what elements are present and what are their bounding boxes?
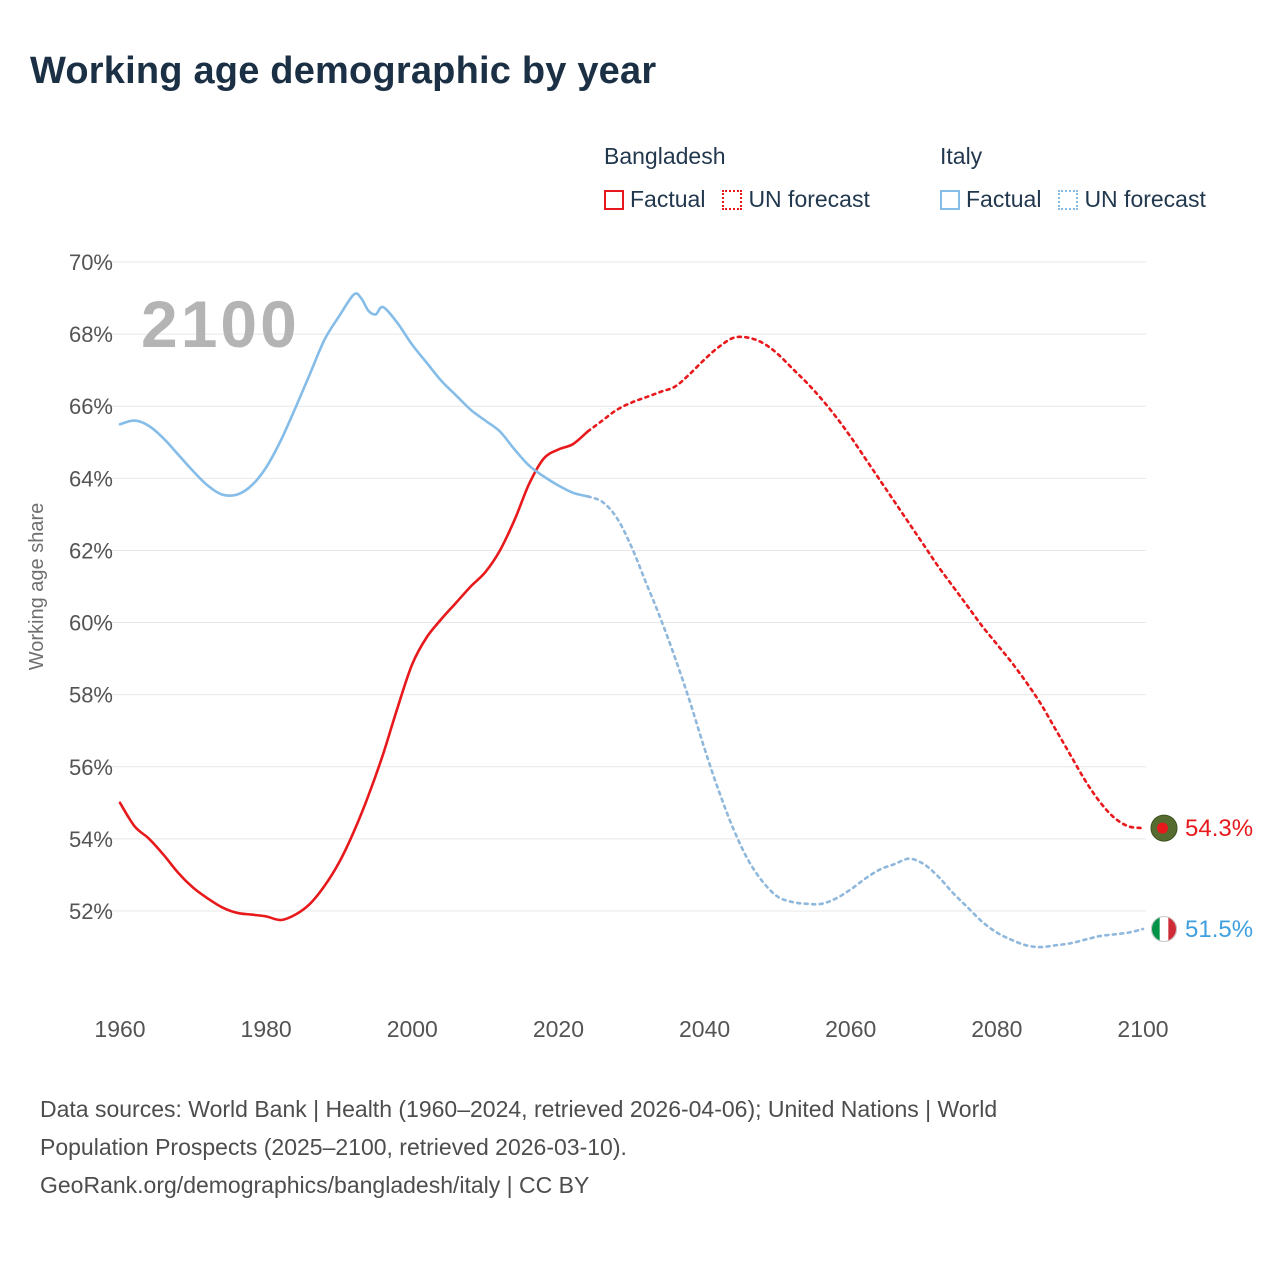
bangladesh-flag-icon xyxy=(1150,814,1178,842)
x-tick-label-1980: 1980 xyxy=(241,1016,292,1042)
series-line-italy-un-forecast xyxy=(586,495,1145,949)
series-line-bangladesh-factual xyxy=(118,430,589,922)
legend-item-italy-factual[interactable]: Factual xyxy=(940,186,1041,213)
legend-label-italy-forecast: UN forecast xyxy=(1084,186,1206,212)
legend-country-bangladesh: Bangladesh xyxy=(604,143,726,169)
bangladesh-forecast-swatch-icon xyxy=(722,189,743,210)
legend-group-italy: Italy Factual UN forecast xyxy=(940,143,1206,213)
legend-item-bangladesh-forecast[interactable]: UN forecast xyxy=(722,186,870,213)
x-tick-label-1960: 1960 xyxy=(94,1016,145,1042)
y-tick-label-60: 60% xyxy=(69,611,113,636)
series-line-bangladesh-un-forecast xyxy=(586,335,1145,830)
y-tick-label-58: 58% xyxy=(69,683,113,708)
legend-item-bangladesh-factual[interactable]: Factual xyxy=(604,186,705,213)
x-tick-label-2000: 2000 xyxy=(387,1016,438,1042)
x-tick-label-2020: 2020 xyxy=(533,1016,584,1042)
legend: Bangladesh Factual UN forecast Italy Fac… xyxy=(0,143,1280,233)
series-line-italy-factual xyxy=(118,292,589,498)
y-tick-label-56: 56% xyxy=(69,755,113,780)
page-title: Working age demographic by year xyxy=(30,50,657,92)
legend-item-italy-forecast[interactable]: UN forecast xyxy=(1058,186,1206,213)
y-tick-label-70: 70% xyxy=(69,250,113,275)
x-tick-label-2080: 2080 xyxy=(971,1016,1022,1042)
x-tick-label-2040: 2040 xyxy=(679,1016,730,1042)
bangladesh-factual-swatch-icon xyxy=(604,189,624,210)
y-tick-label-62: 62% xyxy=(69,538,113,563)
footer-line-3: GeoRank.org/demographics/bangladesh/ital… xyxy=(40,1172,590,1198)
footer-line-1: Data sources: World Bank | Health (1960–… xyxy=(40,1096,998,1122)
year-watermark: 2100 xyxy=(141,287,300,361)
italy-forecast-swatch-icon xyxy=(1058,189,1079,210)
legend-label-bangladesh-forecast: UN forecast xyxy=(748,186,870,212)
y-tick-label-64: 64% xyxy=(69,466,113,491)
y-tick-label-52: 52% xyxy=(69,899,113,924)
x-tick-label-2100: 2100 xyxy=(1117,1016,1168,1042)
y-axis-title: Working age share xyxy=(26,503,48,671)
legend-group-bangladesh: Bangladesh Factual UN forecast xyxy=(604,143,870,213)
legend-country-italy: Italy xyxy=(940,143,983,169)
legend-items-italy: Factual UN forecast xyxy=(940,186,1206,213)
legend-label-bangladesh-factual: Factual xyxy=(630,186,706,212)
italy-end-value-label: 51.5% xyxy=(1185,916,1253,943)
legend-label-italy-factual: Factual xyxy=(966,186,1042,212)
bangladesh-end-value-label: 54.3% xyxy=(1185,815,1253,842)
y-tick-label-68: 68% xyxy=(69,322,113,347)
legend-items-bangladesh: Factual UN forecast xyxy=(604,186,870,213)
footer-line-2: Population Prospects (2025–2100, retriev… xyxy=(40,1134,627,1160)
x-tick-label-2060: 2060 xyxy=(825,1016,876,1042)
y-tick-label-66: 66% xyxy=(69,394,113,419)
data-sources-footer: Data sources: World Bank | Health (1960–… xyxy=(40,1090,997,1204)
italy-factual-swatch-icon xyxy=(940,189,960,210)
y-tick-label-54: 54% xyxy=(69,827,113,852)
italy-flag-icon xyxy=(1151,916,1177,943)
